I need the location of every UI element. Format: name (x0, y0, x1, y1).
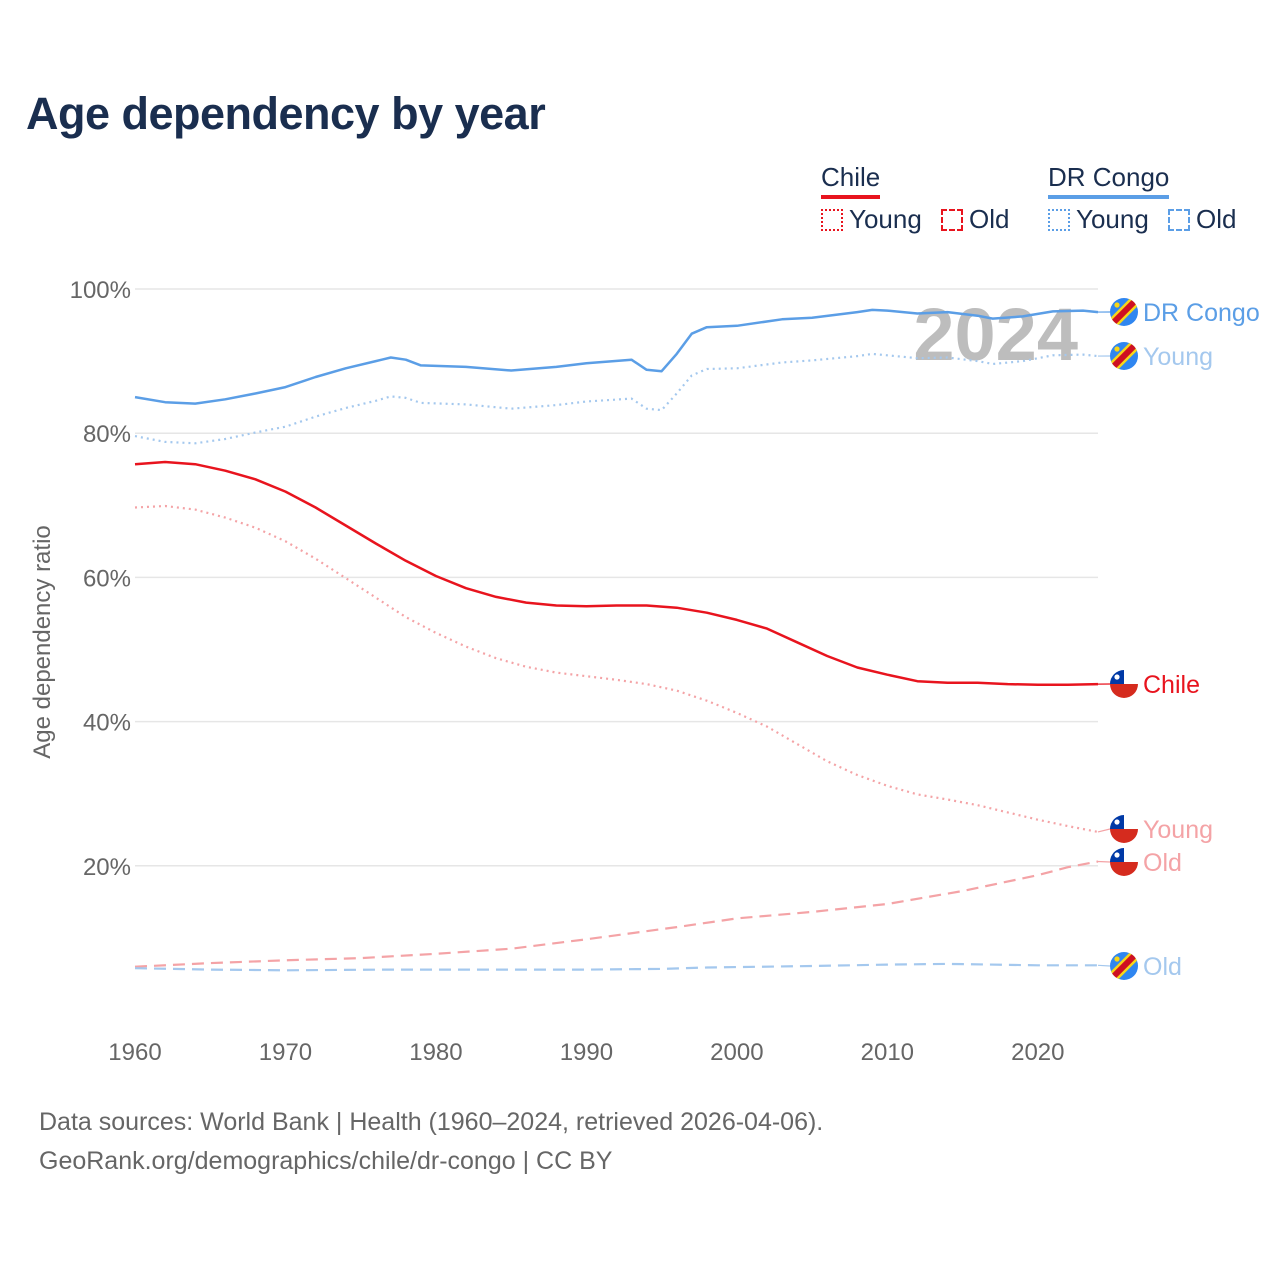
label-connector (1097, 964, 1111, 967)
y-tick-label: 20% (83, 854, 131, 881)
chile-flag-icon (1110, 848, 1138, 876)
series-end-label: Young (1143, 343, 1213, 371)
legend-header-dr-congo[interactable]: DR Congo (1048, 162, 1170, 199)
y-tick-label: 100% (70, 277, 131, 304)
footer-attribution[interactable]: GeoRank.org/demographics/chile/dr-congo … (39, 1147, 613, 1175)
chile-flag-icon (1110, 670, 1138, 698)
x-tick-label: 1960 (108, 1039, 161, 1066)
series-group (134, 308, 1099, 972)
x-tick-label: 2020 (1011, 1039, 1064, 1066)
legend-chile-old[interactable]: Old (941, 204, 1009, 235)
dr-congo-flag-icon (1110, 342, 1138, 370)
series-line-dr-congo-young[interactable] (134, 352, 1099, 445)
series-end-label: DR Congo (1143, 299, 1260, 327)
y-axis: 20% 40% 60% 80% 100% (70, 277, 131, 881)
y-tick-label: 40% (83, 710, 131, 737)
y-axis-label: Age dependency ratio (29, 525, 56, 759)
dashed-swatch-icon (941, 208, 963, 231)
end-labels: DR Congo Young Chile Young Old Old (1097, 298, 1260, 981)
y-tick-label: 80% (83, 421, 131, 448)
series-line-chile[interactable] (134, 460, 1099, 687)
series-line-chile-old[interactable] (134, 860, 1099, 968)
grid (135, 288, 1098, 867)
legend-dr-congo-young[interactable]: Young (1048, 204, 1149, 235)
chile-flag-icon (1110, 815, 1138, 843)
y-tick-label: 60% (83, 565, 131, 592)
series-line-dr-congo-old[interactable] (134, 962, 1098, 972)
dotted-swatch-icon (821, 208, 843, 231)
x-tick-label: 1990 (560, 1039, 613, 1066)
series-end-label: Young (1143, 816, 1213, 844)
year-watermark: 2024 (913, 293, 1078, 376)
x-tick-label: 1980 (409, 1039, 462, 1066)
x-tick-label: 2000 (710, 1039, 763, 1066)
label-connector (1097, 860, 1111, 863)
footer-sources: Data sources: World Bank | Health (1960–… (39, 1108, 824, 1136)
series-end-label: Old (1143, 953, 1182, 981)
series-line-chile-young[interactable] (134, 504, 1099, 833)
label-connector (1097, 828, 1111, 833)
x-tick-label: 2010 (861, 1039, 914, 1066)
series-end-label: Chile (1143, 671, 1200, 699)
x-tick-label: 1970 (259, 1039, 312, 1066)
chart-title: Age dependency by year (26, 88, 546, 139)
legend-header-chile[interactable]: Chile (821, 162, 881, 199)
dr-congo-flag-icon (1110, 298, 1138, 326)
x-axis: 1960 1970 1980 1990 2000 2010 2020 (108, 1039, 1064, 1066)
legend-dr-congo-old[interactable]: Old (1168, 204, 1236, 235)
legend-label: Young (849, 204, 922, 234)
series-end-label: Old (1143, 849, 1182, 877)
dashed-swatch-icon (1168, 208, 1190, 231)
dotted-swatch-icon (1048, 208, 1070, 231)
legend-chile-young[interactable]: Young (821, 204, 922, 235)
series-line-dr-congo[interactable] (134, 308, 1099, 405)
legend-label: Old (969, 204, 1010, 234)
legend-label: Old (1196, 204, 1237, 234)
legend-label: Young (1076, 204, 1149, 234)
dr-congo-flag-icon (1110, 952, 1138, 980)
